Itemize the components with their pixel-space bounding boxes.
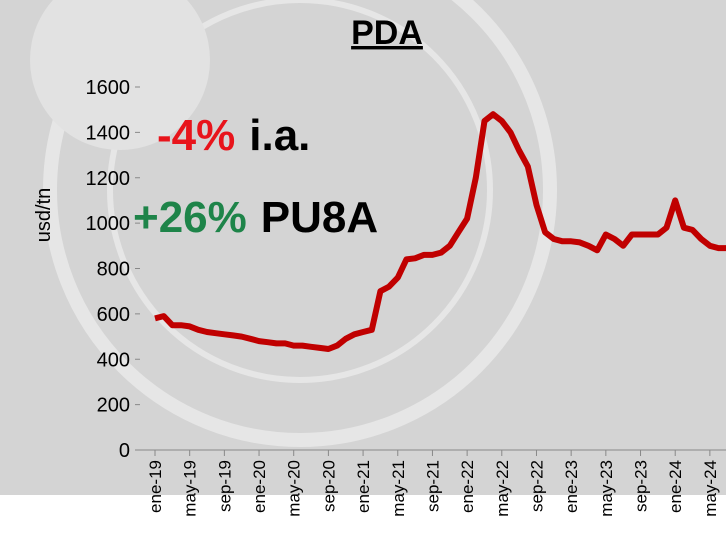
x-tick-label: may-24 (701, 460, 720, 517)
y-tick-label: 400 (97, 349, 130, 371)
x-tick-label: ene-21 (354, 460, 373, 513)
y-tick-label: 1400 (86, 122, 131, 144)
x-tick-label: sep-21 (423, 460, 442, 512)
x-tick-label: ene-20 (250, 460, 269, 513)
x-tick-label: may-22 (493, 460, 512, 517)
y-axis-label: usd/tn (33, 188, 55, 242)
y-tick-label: 1200 (86, 168, 131, 190)
x-tick-label: sep-22 (527, 460, 546, 512)
y-tick-label: 1000 (86, 213, 131, 235)
annotation-part: PU8A (261, 193, 378, 242)
y-tick-label: 1600 (86, 77, 131, 99)
annotation-part: i.a. (249, 111, 310, 160)
chart-title: PDA (351, 14, 423, 52)
annotation: -4% i.a. (157, 111, 310, 160)
y-tick-label: 600 (97, 304, 130, 326)
x-tick-label: ene-22 (458, 460, 477, 513)
x-tick-label: sep-19 (215, 460, 234, 512)
x-tick-label: sep-20 (319, 460, 338, 512)
y-tick-label: 800 (97, 259, 130, 281)
x-tick-label: sep-23 (632, 460, 651, 512)
x-tick-label: ene-19 (146, 460, 165, 513)
y-tick-label: 200 (97, 395, 130, 417)
x-tick-label: may-23 (597, 460, 616, 517)
x-tick-label: may-21 (389, 460, 408, 517)
x-tick-label: ene-24 (666, 460, 685, 513)
annotation: +26% PU8A (133, 193, 378, 242)
annotation-part: +26% (133, 193, 247, 242)
x-tick-label: may-19 (181, 460, 200, 517)
x-tick-label: ene-23 (562, 460, 581, 513)
x-tick-label: may-20 (285, 460, 304, 517)
annotation-part: -4% (157, 111, 235, 160)
chart: PDA usd/tn 0 200 400 600 800 1000 1200 1400 1600… (0, 0, 726, 546)
y-tick-label: 0 (119, 440, 130, 462)
